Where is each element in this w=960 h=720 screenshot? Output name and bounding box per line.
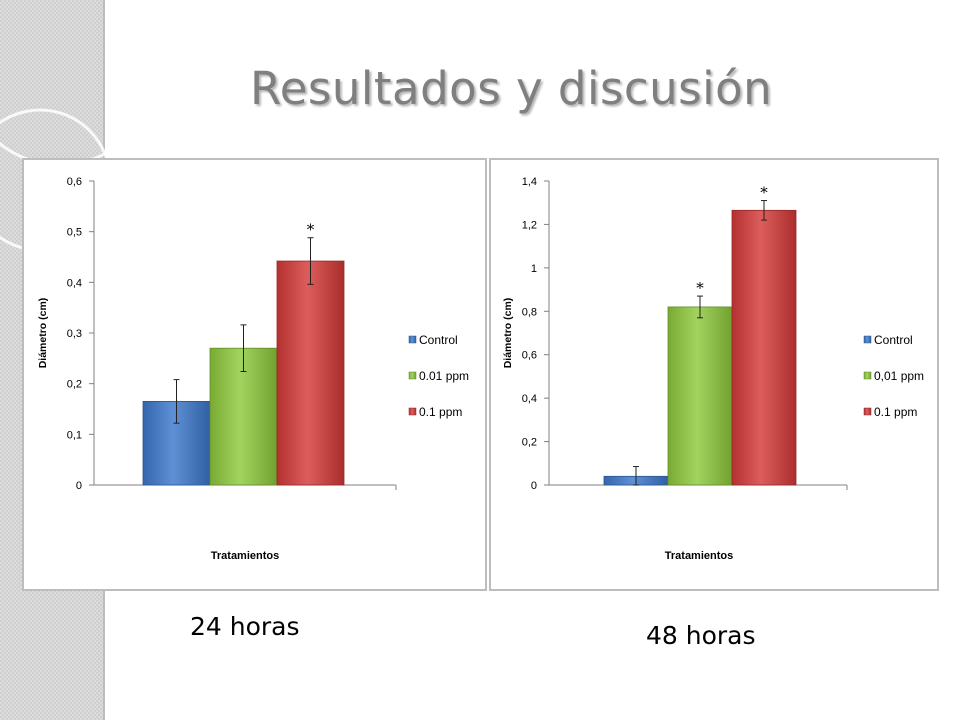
y-axis-label: Diámetro (cm) [502,298,514,369]
x-axis-label: Tratamientos [665,550,733,562]
legend-swatch-ppm001 [863,371,872,380]
legend-label-control: Control [419,333,458,347]
legend-label-ppm01: 0.1 ppm [874,405,917,419]
chart-48-horas: 0 0,2 0,4 0,6 0,8 1 1,2 1,4 Diámetro (cm) Tratami… [489,158,939,591]
y-tick-label: 0,5 [67,227,82,239]
y-tick-label: 0,4 [67,277,82,289]
y-tick-label: 0,1 [67,429,82,441]
legend-swatch-ppm01 [863,407,872,416]
legend-label-ppm001: 0.01 ppm [419,369,469,383]
y-tick-label: 1 [531,263,537,275]
significance-asterisk: * [760,184,768,202]
y-tick-label: 0,6 [67,176,82,188]
legend-swatch-ppm001 [408,371,417,380]
y-tick-label: 0,6 [522,350,537,362]
y-tick-label: 0,2 [522,437,537,449]
chart-24-horas-svg: 0 0,1 0,2 0,3 0,4 0,5 0,6 Diámetro (cm) Tratamie… [37,176,469,562]
y-axis-label: Diámetro (cm) [37,298,49,369]
y-tick-label: 0 [76,480,82,492]
bar-ppm01 [276,260,345,486]
chart-48-horas-svg: 0 0,2 0,4 0,6 0,8 1 1,2 1,4 Diámetro (cm) Tratami… [502,176,924,562]
legend-swatch-control [408,335,417,344]
y-tick-label: 0,8 [522,306,537,318]
bar-ppm01 [731,209,797,486]
legend-swatch-ppm01 [408,407,417,416]
slide-title: Resultados y discusión [250,62,773,115]
legend-swatch-control [863,335,872,344]
legend-label-ppm001: 0,01 ppm [874,369,924,383]
y-tick-label: 1,4 [522,176,537,188]
chart-24-horas: 0 0,1 0,2 0,3 0,4 0,5 0,6 Diámetro (cm) Tratamie… [22,158,487,591]
caption-24-horas: 24 horas [190,612,300,641]
legend-label-control: Control [874,333,913,347]
significance-asterisk: * [696,279,704,297]
bar-ppm001 [667,306,733,486]
y-tick-label: 0 [531,480,537,492]
caption-48-horas: 48 horas [646,621,756,650]
y-tick-label: 1,2 [522,219,537,231]
y-tick-label: 0,4 [522,393,537,405]
x-axis-label: Tratamientos [211,550,279,562]
y-tick-label: 0,2 [67,379,82,391]
legend-label-ppm01: 0.1 ppm [419,405,462,419]
significance-asterisk: * [307,221,315,239]
y-tick-label: 0,3 [67,328,82,340]
